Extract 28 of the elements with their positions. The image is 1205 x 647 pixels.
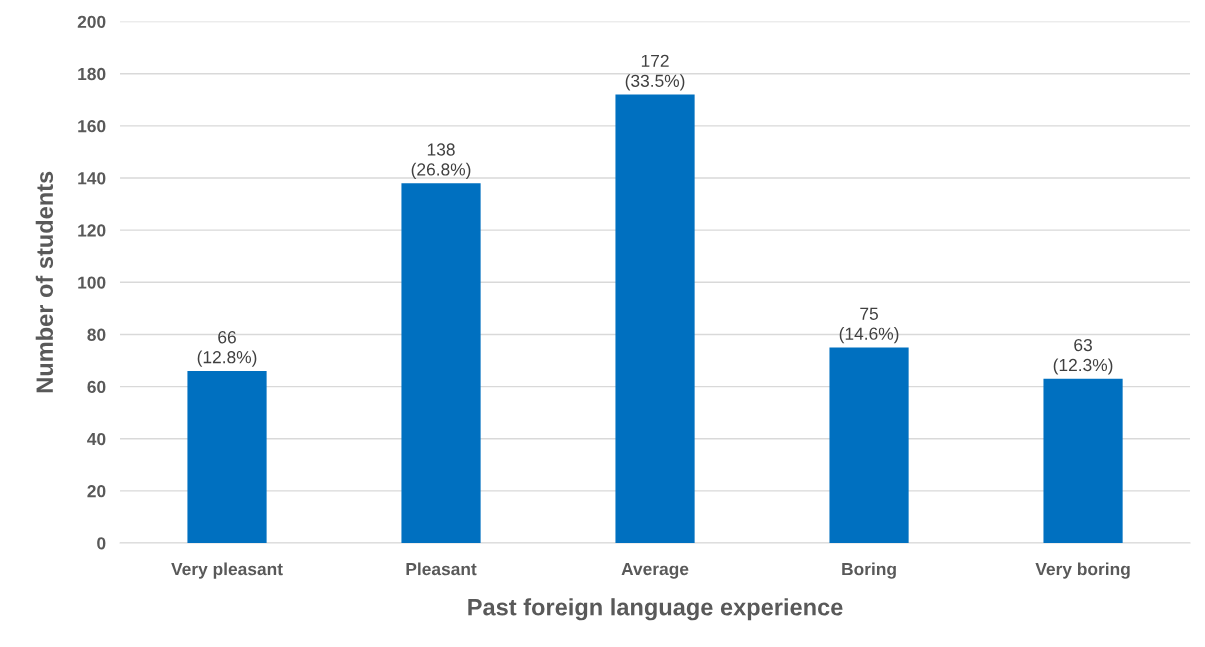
y-axis-title: Number of students <box>35 171 54 393</box>
data-label: 63 (12.3%) <box>1053 338 1113 375</box>
bar <box>615 94 695 544</box>
y-tick-label: 40 <box>87 432 106 446</box>
data-label: 66 (12.8%) <box>197 331 257 367</box>
y-tick-label: 120 <box>78 224 106 237</box>
y-tick-label: 0 <box>97 537 106 550</box>
y-tick-label: 60 <box>87 380 106 394</box>
x-tick-label: Very pleasant <box>171 562 283 579</box>
bar <box>401 183 481 544</box>
x-tick-label: Very boring <box>1035 562 1130 579</box>
bar <box>187 370 267 544</box>
x-tick-label: Pleasant <box>406 562 477 576</box>
y-tick-label: 80 <box>87 328 106 341</box>
y-tick-label: 100 <box>78 276 106 289</box>
x-tick-label: Boring <box>842 562 896 579</box>
y-tick-label: 20 <box>87 485 106 498</box>
y-tick-label: 160 <box>78 120 106 133</box>
y-tick-label: 180 <box>78 67 106 81</box>
data-label: 75 (14.6%) <box>839 307 899 344</box>
x-axis-title: Past foreign language experience <box>468 598 843 621</box>
y-tick-label: 200 <box>77 15 106 29</box>
bar <box>829 347 909 544</box>
x-tick-label: Average <box>621 563 689 579</box>
bar <box>1043 378 1123 544</box>
y-tick-label: 140 <box>78 172 106 185</box>
data-label: 172 (33.5%) <box>625 54 685 91</box>
data-label: 138 (26.8%) <box>411 143 471 180</box>
